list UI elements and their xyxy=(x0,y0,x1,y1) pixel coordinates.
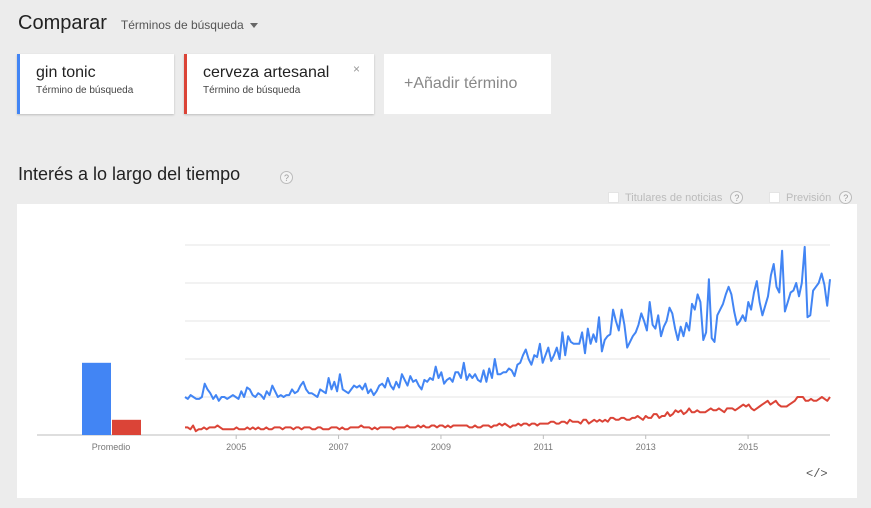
help-icon[interactable]: ? xyxy=(280,171,293,184)
embed-code-icon[interactable]: </> xyxy=(806,467,828,481)
search-type-label: Términos de búsqueda xyxy=(120,18,244,32)
x-tick-label: 2011 xyxy=(534,442,553,452)
x-tick-label: 2007 xyxy=(329,442,349,452)
x-tick-label: 2009 xyxy=(431,442,451,452)
news-headlines-checkbox[interactable] xyxy=(608,192,619,203)
x-tick-label: 2015 xyxy=(738,442,758,452)
interest-over-time-chart: Promedio 2005 2007 2009 2011 2013 2015 xyxy=(37,244,831,452)
search-type-dropdown[interactable]: Términos de búsqueda xyxy=(121,18,258,32)
average-bar-1 xyxy=(112,419,141,435)
forecast-checkbox[interactable] xyxy=(769,192,780,203)
compare-header: Comparar Términos de búsqueda xyxy=(18,12,258,35)
term-type: Término de búsqueda xyxy=(36,85,134,96)
average-bar-0 xyxy=(82,362,111,435)
forecast-option[interactable]: Previsión ? xyxy=(769,191,853,204)
term-card-cerveza-artesanal[interactable]: cerveza artesanal Término de búsqueda × xyxy=(184,54,374,114)
help-icon[interactable]: ? xyxy=(839,191,853,204)
term-name: cerveza artesanal xyxy=(203,64,330,81)
series-line-0 xyxy=(184,245,831,402)
news-headlines-label: Titulares de noticias xyxy=(625,191,723,204)
page-title: Comparar xyxy=(18,12,107,34)
caret-down-icon xyxy=(249,22,258,28)
term-type: Término de búsqueda xyxy=(203,85,301,96)
section-title: Interés a lo largo del tiempo xyxy=(18,164,241,184)
series-line-1 xyxy=(185,396,831,433)
forecast-label: Previsión xyxy=(786,191,832,204)
help-icon[interactable]: ? xyxy=(730,191,744,204)
term-card-gin-tonic[interactable]: gin tonic Término de búsqueda xyxy=(17,54,174,114)
average-tick-label: Promedio xyxy=(92,442,131,452)
term-name: gin tonic xyxy=(36,64,96,81)
interest-chart-card: Promedio 2005 2007 2009 2011 2013 2015 xyxy=(17,204,857,498)
x-tick-label: 2013 xyxy=(636,442,656,452)
news-headlines-option[interactable]: Titulares de noticias ? xyxy=(608,191,744,204)
remove-term-close-icon[interactable]: × xyxy=(352,62,360,76)
add-term-button[interactable]: +Añadir término xyxy=(384,54,551,114)
x-tick-label: 2005 xyxy=(226,442,246,452)
